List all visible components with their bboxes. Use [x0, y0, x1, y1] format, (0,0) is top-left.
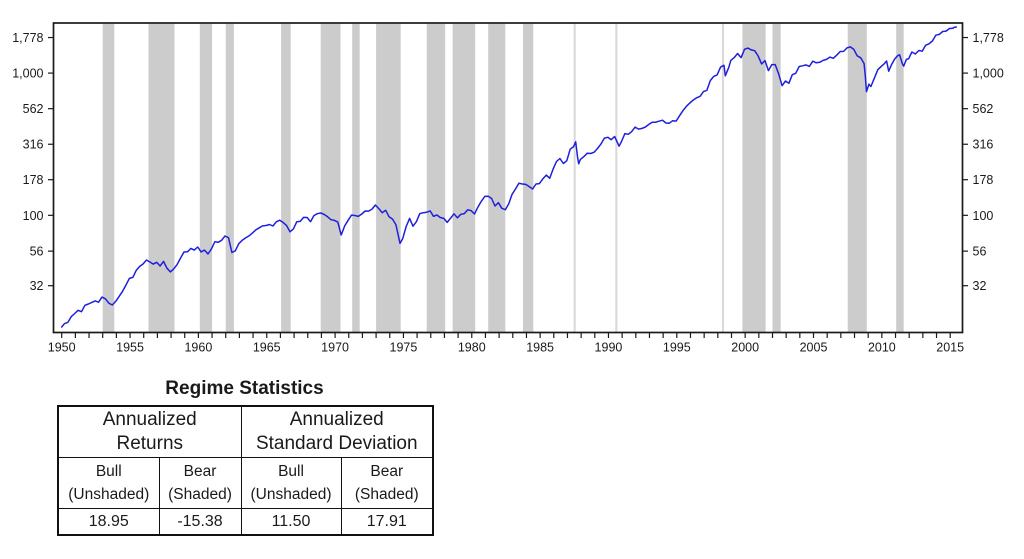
y-tick-label-right: 56 [973, 245, 987, 259]
table-title: Regime Statistics [165, 378, 324, 399]
group-header-stdev: Annualized Standard Deviation [240, 405, 434, 458]
bear-market-band [102, 23, 115, 333]
value-bull-stdev: 11.50 [240, 508, 342, 536]
x-tick-label: 1975 [390, 341, 418, 355]
x-tick-label: 1980 [458, 341, 486, 355]
bear-market-band [452, 23, 476, 333]
plot-frame [52, 22, 964, 334]
subheader-bear-returns: Bear (Shaded) [158, 457, 242, 509]
y-tick-label-left: 1,778 [12, 31, 43, 45]
table-value-row: 18.95 -15.38 11.50 17.91 [57, 508, 434, 536]
x-tick-label: 1950 [48, 341, 76, 355]
x-tick-label: 1960 [184, 341, 212, 355]
y-tick-label-left: 100 [23, 209, 44, 223]
regime-statistics-section: Regime Statistics Annualized Returns Ann… [57, 378, 435, 536]
x-tick-label: 1995 [663, 341, 691, 355]
x-tick-label: 2010 [868, 341, 896, 355]
bear-market-band [320, 23, 341, 333]
group-header-returns: Annualized Returns [57, 405, 242, 458]
bear-market-band [742, 23, 766, 333]
x-tick-label: 1970 [321, 341, 349, 355]
y-tick-label-left: 56 [30, 245, 44, 259]
x-tick-label: 1985 [526, 341, 554, 355]
bear-market-band [847, 23, 867, 333]
bear-market-bands [102, 23, 904, 333]
bear-market-band [772, 23, 781, 333]
x-axis: 1950 1955 1960 1965 1970 1975 1980 1985 1990 1995… [48, 332, 964, 355]
y-tick-label-right: 562 [973, 102, 994, 116]
y-tick-label-right: 100 [973, 209, 994, 223]
y-tick-label-left: 316 [23, 138, 44, 152]
subheader-bull-returns: Bull (Unshaded) [57, 457, 160, 509]
y-tick-label-right: 316 [973, 138, 994, 152]
y-tick-label-left: 178 [23, 173, 44, 187]
y-axis: 1,778 1,778 1,000 1,000 562 562 316 316 178 178 10… [12, 31, 1004, 293]
bear-market-band [721, 23, 724, 333]
table-subheader-row: Bull (Unshaded) Bear (Shaded) Bull (Unsh… [57, 457, 434, 509]
bear-market-band [281, 23, 291, 333]
chart-area: 1950 1955 1960 1965 1970 1975 1980 1985 1990 1995… [12, 22, 1004, 355]
value-bull-returns: 18.95 [57, 508, 160, 536]
value-bear-returns: -15.38 [158, 508, 242, 536]
y-tick-label-right: 178 [973, 173, 994, 187]
y-tick-label-right: 1,778 [973, 31, 1004, 45]
index-line-chart: 1950 1955 1960 1965 1970 1975 1980 1985 1990 1995… [12, 22, 1004, 355]
bear-market-band [199, 23, 213, 333]
bear-market-band [615, 23, 618, 333]
bear-market-band [376, 23, 401, 333]
x-tick-label: 1965 [253, 341, 281, 355]
bear-market-band [523, 23, 534, 333]
value-bear-stdev: 17.91 [340, 508, 434, 536]
x-tick-label: 2000 [731, 341, 759, 355]
bear-market-band [573, 23, 576, 333]
bear-market-band [896, 23, 904, 333]
bear-market-band [148, 23, 175, 333]
bear-market-band [225, 23, 234, 333]
subheader-bear-stdev: Bear (Shaded) [340, 457, 434, 509]
y-tick-label-left: 1,000 [12, 67, 43, 81]
x-tick-label: 2005 [800, 341, 828, 355]
bear-market-band [426, 23, 446, 333]
x-tick-label: 1990 [595, 341, 623, 355]
price-line [60, 26, 958, 328]
x-tick-label: 2015 [936, 341, 964, 355]
y-tick-label-right: 1,000 [973, 67, 1004, 81]
table-group-header-row: Annualized Returns Annualized Standard D… [57, 405, 434, 458]
bear-market-band [352, 23, 360, 333]
y-tick-label-right: 32 [973, 279, 987, 293]
y-tick-label-left: 32 [30, 279, 44, 293]
regime-table: Annualized Returns Annualized Standard D… [57, 405, 435, 536]
subheader-bull-stdev: Bull (Unshaded) [240, 457, 342, 509]
x-tick-label: 1955 [116, 341, 144, 355]
y-tick-label-left: 562 [23, 102, 44, 116]
bear-market-band [488, 23, 506, 333]
